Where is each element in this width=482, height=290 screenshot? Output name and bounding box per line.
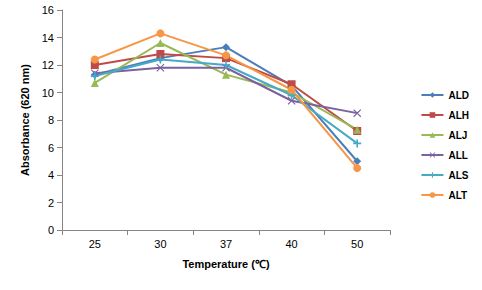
svg-text:ALJ: ALJ [448,130,467,141]
svg-text:37: 37 [220,238,232,250]
svg-text:2: 2 [48,197,54,209]
svg-text:ALL: ALL [448,150,467,161]
svg-text:4: 4 [48,169,54,181]
svg-text:8: 8 [48,114,54,126]
svg-text:ALS: ALS [448,170,468,181]
svg-text:Temperature (℃): Temperature (℃) [182,258,270,270]
svg-text:ALD: ALD [448,90,469,101]
svg-text:0: 0 [48,224,54,236]
svg-text:12: 12 [42,59,54,71]
svg-text:50: 50 [351,238,363,250]
svg-text:16: 16 [42,4,54,16]
svg-text:6: 6 [48,142,54,154]
svg-text:14: 14 [42,32,54,44]
svg-text:25: 25 [89,238,101,250]
svg-text:40: 40 [285,238,297,250]
svg-text:Absorbance (620 nm): Absorbance (620 nm) [19,64,31,176]
svg-text:10: 10 [42,87,54,99]
svg-text:ALH: ALH [448,110,469,121]
svg-text:30: 30 [154,238,166,250]
svg-text:ALT: ALT [448,190,467,201]
